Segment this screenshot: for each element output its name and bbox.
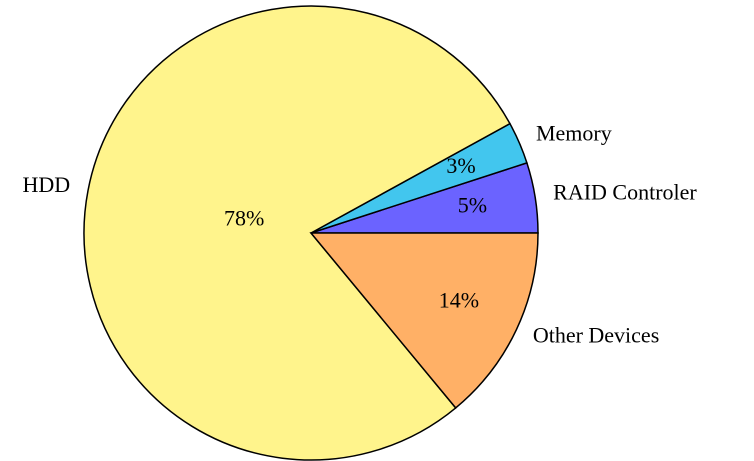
category-label: Other Devices [533,322,659,347]
pie-slice [83,5,511,461]
value-label: 14% [439,288,479,313]
value-label: 78% [224,205,264,230]
pie-slice [309,232,539,409]
category-label: Memory [536,121,612,146]
category-label: HDD [23,172,71,197]
category-label: RAID Controler [553,180,697,205]
value-label: 5% [458,192,487,217]
value-label: 3% [446,153,475,178]
